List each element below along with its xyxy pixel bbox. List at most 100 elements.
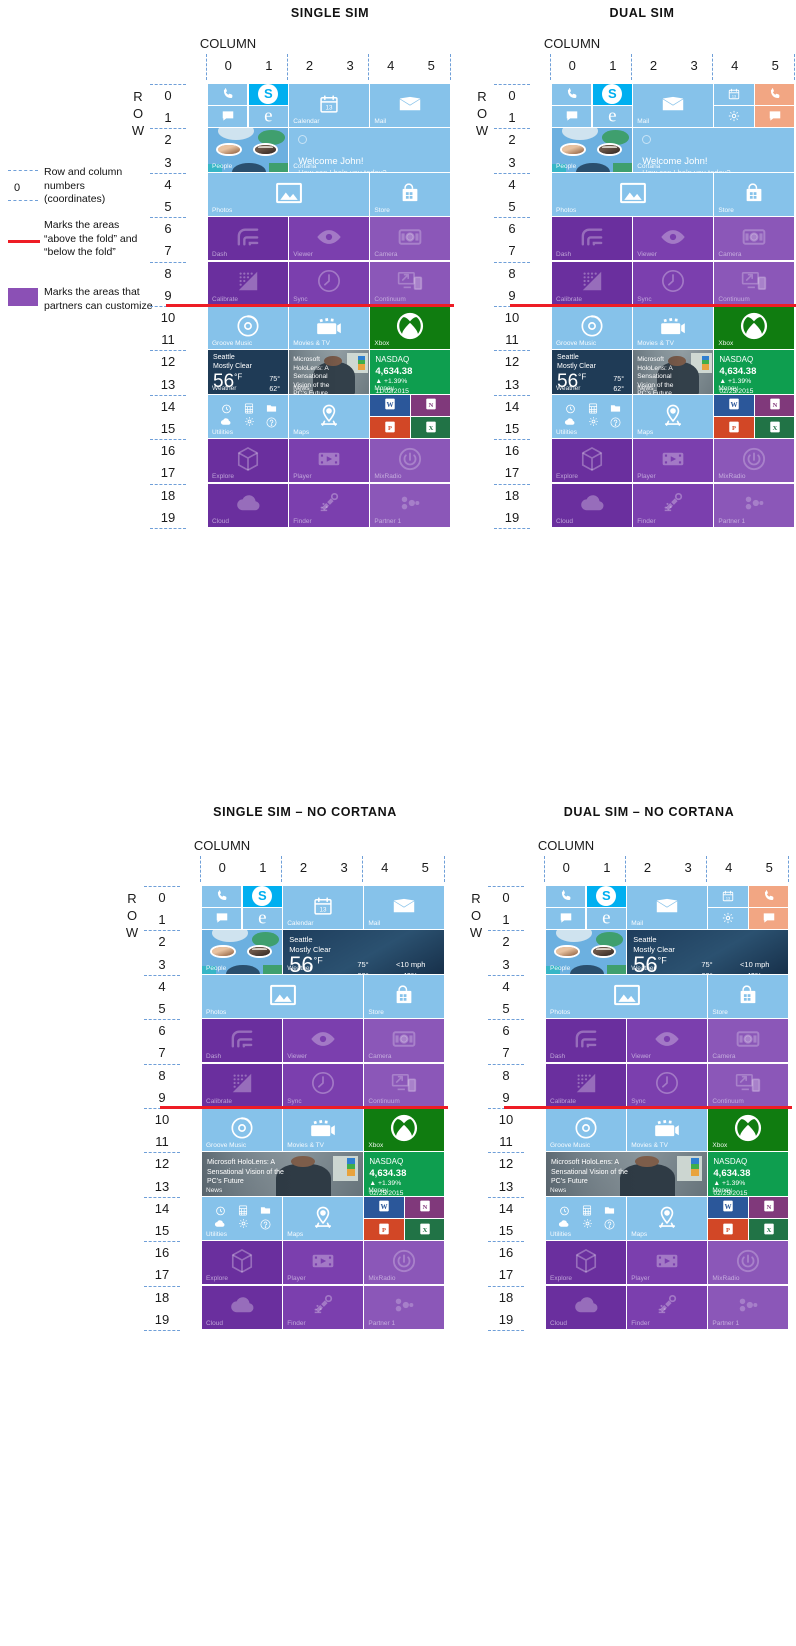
tile-mixradio[interactable]: MixRadio xyxy=(714,439,795,483)
tile-messaging[interactable] xyxy=(546,908,586,930)
tile-skype[interactable]: S xyxy=(248,84,288,105)
tile-calendar[interactable]: 13 xyxy=(714,84,754,105)
tile-xbox[interactable]: Xbox xyxy=(714,306,795,350)
tile-cortana[interactable]: Welcome John! How can I help you today? … xyxy=(289,128,451,172)
tile-cortana[interactable]: Welcome John! How can I help you today? … xyxy=(633,128,795,172)
tile-news-wide[interactable]: Microsoft HoloLens: A Sensational Vision… xyxy=(202,1152,364,1196)
tile-store[interactable]: Store xyxy=(714,172,795,216)
tile-player[interactable]: Player xyxy=(289,439,370,483)
tile-onenote[interactable]: N xyxy=(755,394,795,416)
tile-onenote[interactable]: N xyxy=(411,394,451,416)
tile-partner-app[interactable]: Partner 1 xyxy=(714,483,795,527)
tile-word[interactable]: W xyxy=(708,1196,748,1218)
tile-people[interactable]: People xyxy=(208,128,288,172)
tile-dash[interactable]: Dash xyxy=(208,217,288,261)
tile-excel[interactable]: X xyxy=(749,1219,789,1240)
tile-utilities[interactable]: Utilities xyxy=(552,394,632,438)
tile-continuum[interactable]: Continuum xyxy=(364,1063,445,1107)
tile-word[interactable]: W xyxy=(364,1196,404,1218)
tile-mail[interactable]: Mail xyxy=(627,886,708,930)
tile-excel[interactable]: X xyxy=(405,1219,445,1240)
tile-photos[interactable]: Photos xyxy=(208,172,370,216)
tile-cloud[interactable]: Cloud xyxy=(208,483,288,527)
tile-store[interactable]: Store xyxy=(708,974,789,1018)
tile-phone[interactable] xyxy=(208,84,248,105)
tile-excel[interactable]: X xyxy=(411,417,451,438)
tile-cloud[interactable]: Cloud xyxy=(546,1285,626,1329)
tile-messaging[interactable] xyxy=(202,908,242,930)
tile-money[interactable]: NASDAQ 4,634.38 ▲ +1.39% 02/25/2015 Mone… xyxy=(364,1152,445,1196)
tile-news-wide[interactable]: Microsoft HoloLens: A Sensational Vision… xyxy=(546,1152,708,1196)
tile-messaging2[interactable] xyxy=(749,908,789,930)
tile-settings[interactable] xyxy=(708,908,748,930)
tile-finder[interactable]: Finder xyxy=(289,483,370,527)
tile-phone[interactable] xyxy=(202,886,242,907)
tile-movies-tv[interactable]: Movies & TV xyxy=(289,306,370,350)
tile-xbox[interactable]: Xbox xyxy=(370,306,451,350)
tile-continuum[interactable]: Continuum xyxy=(708,1063,789,1107)
tile-maps[interactable]: Maps xyxy=(627,1196,708,1240)
tile-settings[interactable] xyxy=(714,106,754,128)
tile-weather[interactable]: Seattle Mostly Clear 56°F 75° 62° Weathe… xyxy=(208,350,288,394)
tile-messaging2[interactable] xyxy=(755,106,795,128)
tile-sync[interactable]: Sync xyxy=(283,1063,364,1107)
tile-messaging[interactable] xyxy=(552,106,592,128)
tile-finder[interactable]: Finder xyxy=(627,1285,708,1329)
tile-powerpoint[interactable]: P xyxy=(370,417,410,438)
tile-powerpoint[interactable]: P xyxy=(364,1219,404,1240)
tile-cloud[interactable]: Cloud xyxy=(202,1285,282,1329)
tile-utilities[interactable]: Utilities xyxy=(202,1196,282,1240)
tile-calendar[interactable]: 13 Calendar xyxy=(283,886,364,930)
tile-phone2[interactable] xyxy=(755,84,795,105)
tile-partner-app[interactable]: Partner 1 xyxy=(364,1285,445,1329)
tile-skype[interactable]: S xyxy=(592,84,632,105)
tile-partner-app[interactable]: Partner 1 xyxy=(708,1285,789,1329)
tile-people[interactable]: People xyxy=(552,128,632,172)
tile-store[interactable]: Store xyxy=(370,172,451,216)
tile-dash[interactable]: Dash xyxy=(202,1019,282,1063)
tile-explore[interactable]: Explore xyxy=(546,1241,626,1285)
tile-calibrate[interactable]: Calibrate xyxy=(202,1063,282,1107)
tile-finder[interactable]: Finder xyxy=(283,1285,364,1329)
tile-finder[interactable]: Finder xyxy=(633,483,714,527)
tile-money[interactable]: NASDAQ 4,634.38 ▲ +1.39% 02/25/2015 Mone… xyxy=(708,1152,789,1196)
tile-word[interactable]: W xyxy=(370,394,410,416)
tile-calendar[interactable]: 13 Calendar xyxy=(289,84,370,128)
tile-explore[interactable]: Explore xyxy=(202,1241,282,1285)
tile-skype[interactable]: S xyxy=(586,886,626,907)
tile-onenote[interactable]: N xyxy=(405,1196,445,1218)
tile-xbox[interactable]: Xbox xyxy=(364,1108,445,1152)
tile-dash[interactable]: Dash xyxy=(546,1019,626,1063)
tile-viewer[interactable]: Viewer xyxy=(289,217,370,261)
tile-groove-music[interactable]: Groove Music xyxy=(208,306,288,350)
tile-mixradio[interactable]: MixRadio xyxy=(370,439,451,483)
tile-movies-tv[interactable]: Movies & TV xyxy=(627,1108,708,1152)
tile-word[interactable]: W xyxy=(714,394,754,416)
tile-store[interactable]: Store xyxy=(364,974,445,1018)
tile-mixradio[interactable]: MixRadio xyxy=(364,1241,445,1285)
tile-powerpoint[interactable]: P xyxy=(714,417,754,438)
tile-explore[interactable]: Explore xyxy=(208,439,288,483)
tile-groove-music[interactable]: Groove Music xyxy=(202,1108,282,1152)
tile-weather-wide[interactable]: Seattle Mostly Clear 56°F 75° 62° <10 mp… xyxy=(627,930,789,974)
tile-photos[interactable]: Photos xyxy=(202,974,364,1018)
tile-calendar[interactable]: 13 xyxy=(708,886,748,907)
tile-money[interactable]: NASDAQ 4,634.38 ▲ +1.39% 02/25/2015 Mone… xyxy=(714,350,795,394)
tile-calibrate[interactable]: Calibrate xyxy=(208,261,288,305)
tile-mail[interactable]: Mail xyxy=(370,84,451,128)
tile-explore[interactable]: Explore xyxy=(552,439,632,483)
tile-edge[interactable]: e xyxy=(242,908,282,930)
tile-camera[interactable]: Camera xyxy=(708,1019,789,1063)
tile-player[interactable]: Player xyxy=(633,439,714,483)
tile-maps[interactable]: Maps xyxy=(289,394,370,438)
tile-mail[interactable]: Mail xyxy=(364,886,445,930)
tile-sync[interactable]: Sync xyxy=(289,261,370,305)
tile-cloud[interactable]: Cloud xyxy=(552,483,632,527)
tile-groove-music[interactable]: Groove Music xyxy=(552,306,632,350)
tile-viewer[interactable]: Viewer xyxy=(627,1019,708,1063)
tile-viewer[interactable]: Viewer xyxy=(283,1019,364,1063)
tile-edge[interactable]: e xyxy=(248,106,288,128)
tile-viewer[interactable]: Viewer xyxy=(633,217,714,261)
tile-camera[interactable]: Camera xyxy=(714,217,795,261)
tile-player[interactable]: Player xyxy=(627,1241,708,1285)
